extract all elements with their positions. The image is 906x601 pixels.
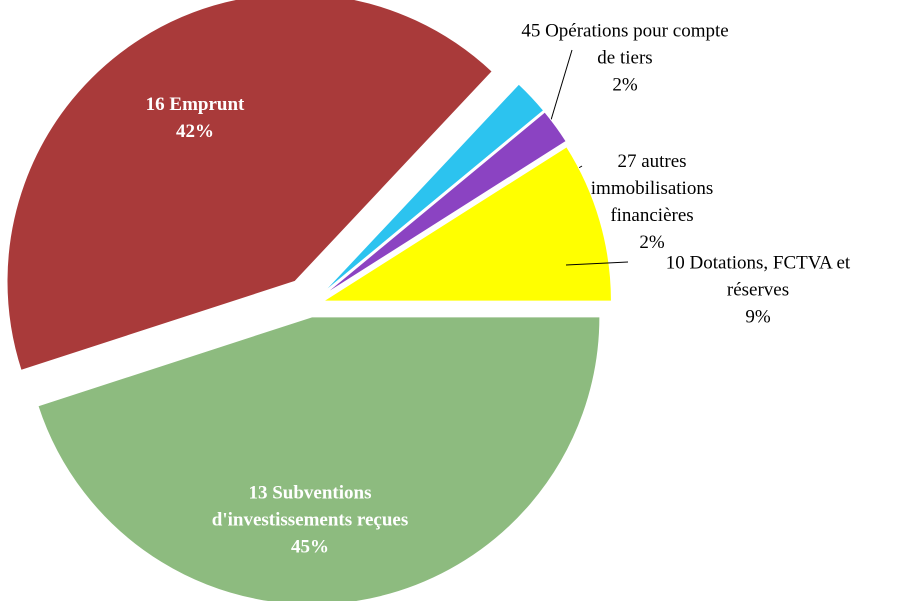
value-label: 2% [639,232,665,253]
slice-label: 10 Dotations, FCTVA et réserves 9% [638,250,878,331]
value-label: 45% [291,536,329,558]
category-label: 27 autres immobilisations financières [590,151,714,226]
value-label: 42% [176,121,214,142]
category-label: 13 Subventions d'investissements reçues [211,482,409,531]
pie-slice [6,0,493,371]
value-label: 2% [612,74,638,96]
pie-slice [321,83,545,295]
leader-line [565,261,629,266]
category-label: 10 Dotations, FCTVA et réserves [665,252,851,301]
slice-label: 13 Subventions d'investissements reçues 4… [210,480,410,561]
slice-label: 45 Opérations pour compte de tiers 2% [515,18,735,99]
category-label: 16 Emprunt [145,94,245,115]
category-label: 45 Opérations pour compte de tiers [521,20,729,69]
pie-slice [321,146,612,302]
value-label: 9% [745,306,771,328]
slice-label: 27 autres immobilisations financières 2% [567,148,737,256]
pie-slice [37,316,601,601]
pie-slice [322,111,567,297]
slice-label: 16 Emprunt 42% [115,91,275,145]
